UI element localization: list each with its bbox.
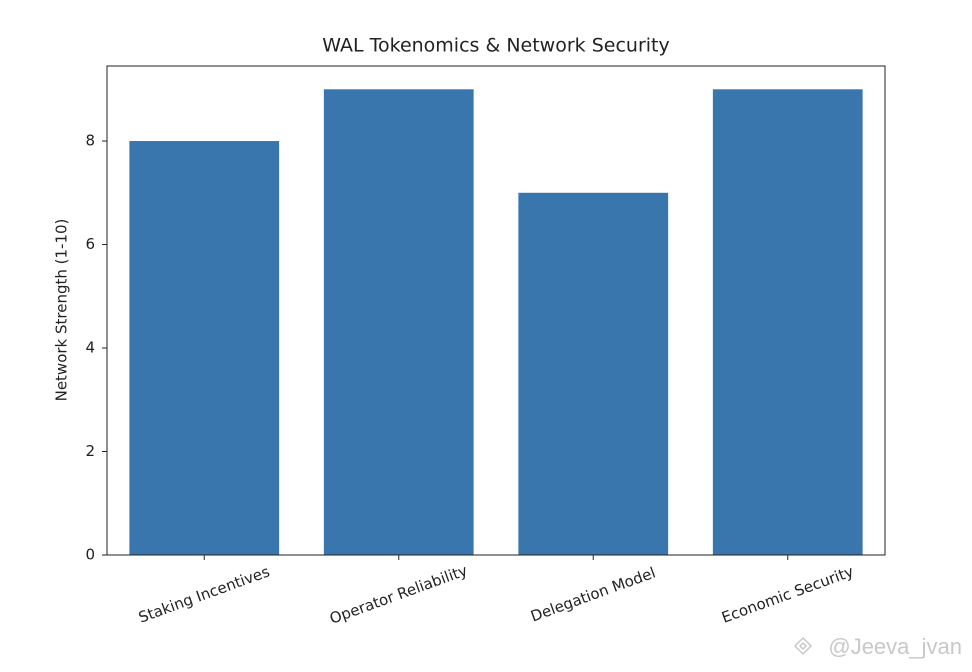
x-tick-label: Staking Incentives (136, 562, 272, 626)
bar (518, 192, 669, 555)
y-tick-label: 6 (85, 235, 95, 253)
plot-frame (106, 65, 886, 556)
bar (129, 141, 280, 556)
y-tick-label: 0 (85, 546, 95, 564)
bar (323, 89, 474, 556)
x-tick-label: Economic Security (719, 562, 856, 626)
x-tick-label: Delegation Model (528, 564, 658, 626)
watermark-icon (793, 636, 813, 656)
chart-title: WAL Tokenomics & Network Security (322, 35, 669, 57)
y-tick-label: 2 (85, 442, 95, 460)
watermark: @Jeeva_jvan (828, 634, 962, 659)
y-axis-label: Network Strength (1-10) (53, 219, 71, 402)
x-tick-label: Operator Reliability (327, 561, 470, 628)
y-tick-label: 8 (85, 132, 95, 150)
bar (712, 89, 863, 556)
y-tick-label: 4 (85, 339, 95, 357)
